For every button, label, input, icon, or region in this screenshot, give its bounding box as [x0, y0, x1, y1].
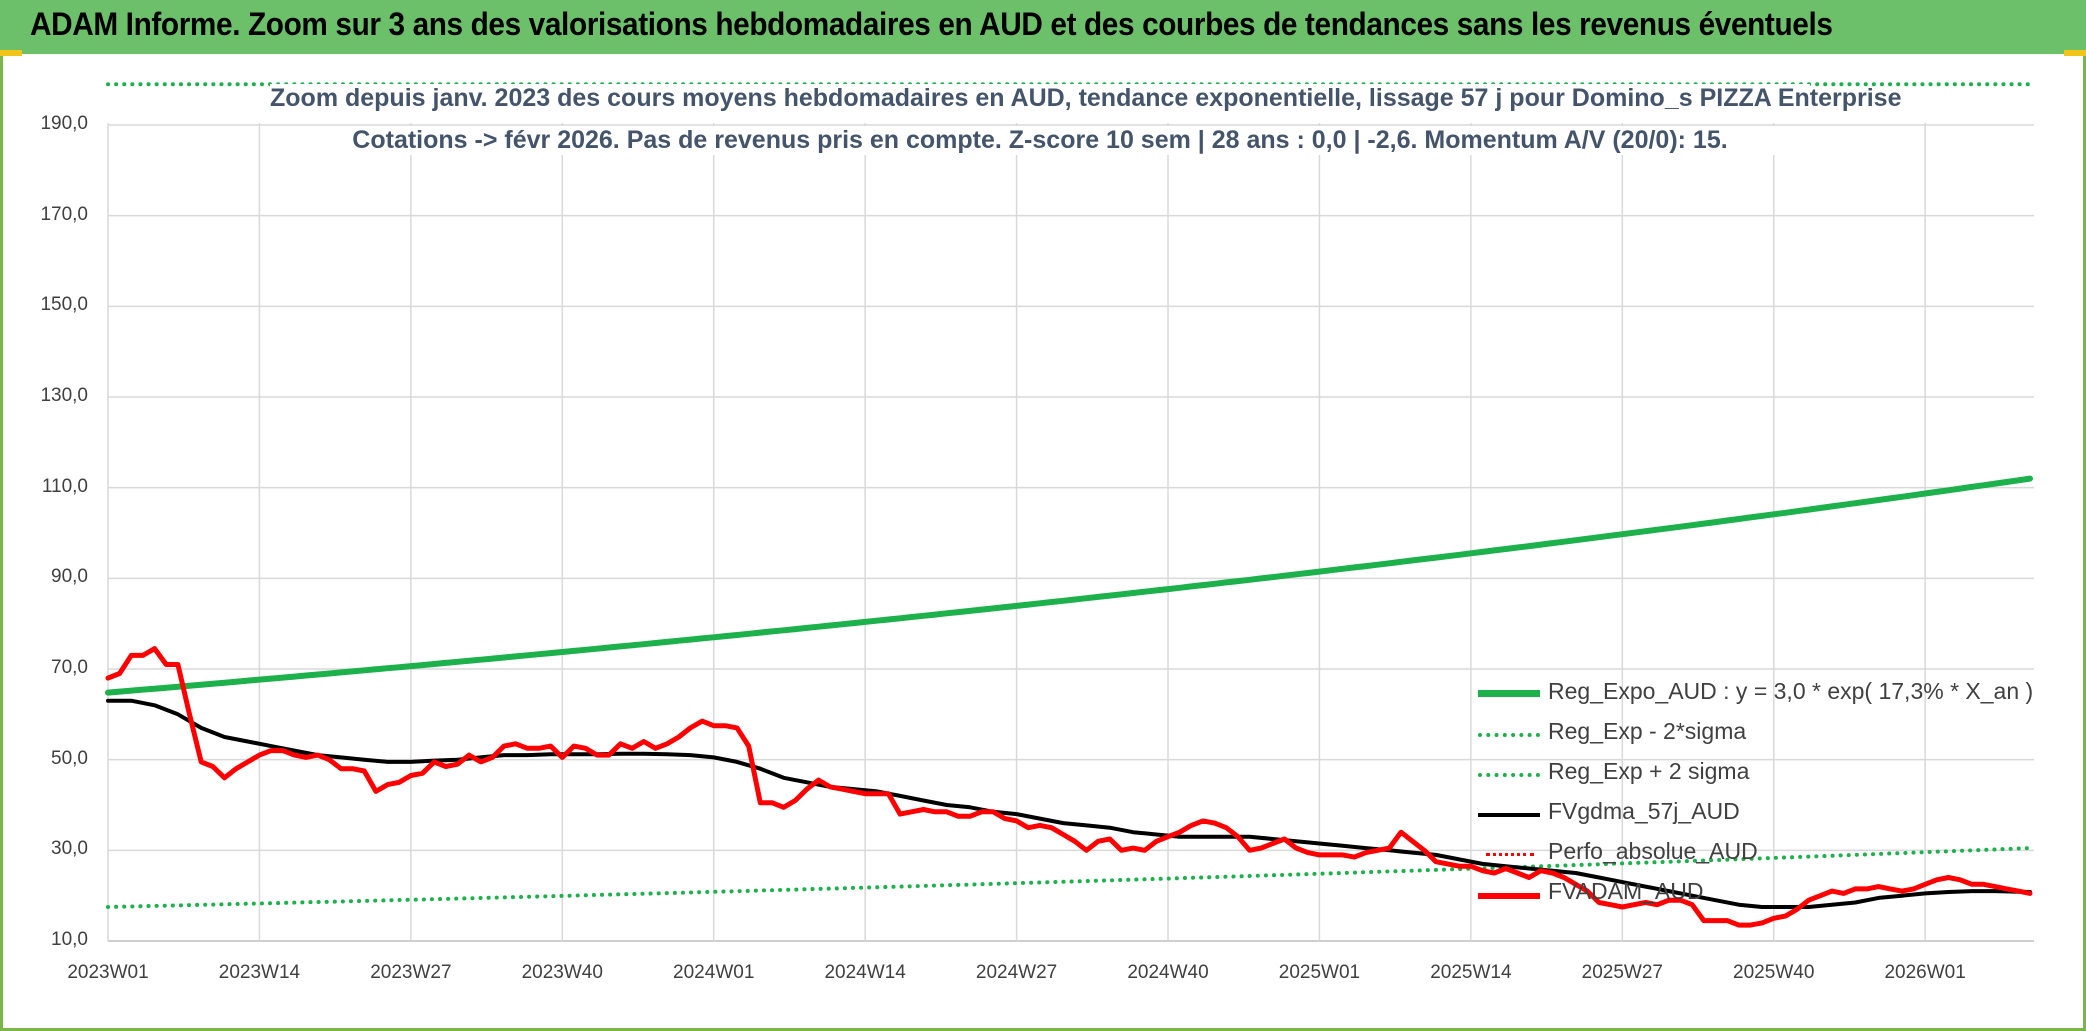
- y-tick-label: 90,0: [51, 566, 88, 588]
- y-tick-label: 30,0: [51, 838, 88, 860]
- x-tick-label: 2026W01: [1884, 962, 1966, 983]
- y-tick-label: 170,0: [40, 203, 88, 225]
- x-tick-label: 2025W14: [1430, 962, 1512, 983]
- series-fvadam: [105, 646, 2033, 928]
- y-tick-label: 70,0: [51, 657, 88, 678]
- chart-title: Zoom depuis janv. 2023 des cours moyens …: [270, 84, 1902, 113]
- chart-subtitle: Cotations -> févr 2026. Pas de revenus p…: [270, 126, 1810, 155]
- legend-label-sigma-minus: Reg_Exp - 2*sigma: [1548, 718, 1747, 744]
- y-tick-label: 190,0: [40, 113, 88, 134]
- x-tick-label: 2025W27: [1581, 962, 1663, 983]
- x-tick-label: 2023W27: [370, 962, 452, 983]
- legend-swatch-gdma: [1478, 813, 1540, 817]
- legend-label-sigma-plus: Reg_Exp + 2 sigma: [1548, 758, 1750, 784]
- x-tick-label: 2023W01: [67, 962, 149, 983]
- x-tick-label: 2025W01: [1278, 962, 1361, 983]
- series-layer: [105, 82, 2033, 928]
- x-tick-label: 2024W40: [1127, 962, 1209, 983]
- legend-label-price: FVADAM_AUD: [1548, 878, 1704, 904]
- x-tick-label: 2024W27: [975, 962, 1058, 983]
- x-tick-label: 2023W14: [218, 962, 301, 983]
- grid-layer: [107, 123, 2034, 942]
- y-tick-label: 110,0: [41, 475, 88, 497]
- legend-swatch-sigma-minus: [1478, 733, 1540, 737]
- y-tick-label: 150,0: [40, 294, 88, 316]
- legend-label-gdma: FVgdma_57j_AUD: [1548, 798, 1740, 824]
- legend-swatch-sigma-plus: [1478, 773, 1540, 777]
- legend-label-perfo: Perfo_absolue_AUD: [1548, 838, 1758, 864]
- header-accent-right: [2064, 50, 2086, 56]
- legend-swatch-perfo: [1486, 853, 1534, 856]
- x-tick-label: 2025W40: [1733, 962, 1815, 983]
- series-fvgdma-57j: [106, 698, 2032, 909]
- y-tick-label: 130,0: [40, 385, 88, 406]
- legend-label-regexpo: Reg_Expo_AUD : y = 3,0 * exp( 17,3% * X_…: [1548, 678, 2034, 704]
- legend-swatch-price: [1478, 893, 1540, 899]
- x-tick-label: 2024W01: [673, 962, 755, 983]
- series-reg-exp-minus-2-sigma: [106, 846, 2032, 909]
- header-accent-left: [0, 50, 22, 56]
- x-tick-label: 2023W40: [521, 962, 603, 983]
- y-tick-label: 10,0: [51, 929, 88, 950]
- page-title: ADAM Informe. Zoom sur 3 ans des valoris…: [30, 6, 1833, 42]
- x-tick-label: 2024W14: [824, 962, 906, 983]
- legend-swatch-regexpo: [1478, 690, 1540, 697]
- header-bar: ADAM Informe. Zoom sur 3 ans des valoris…: [0, 0, 2086, 54]
- series-reg-expo: [105, 475, 2033, 696]
- y-tick-label: 50,0: [51, 747, 88, 769]
